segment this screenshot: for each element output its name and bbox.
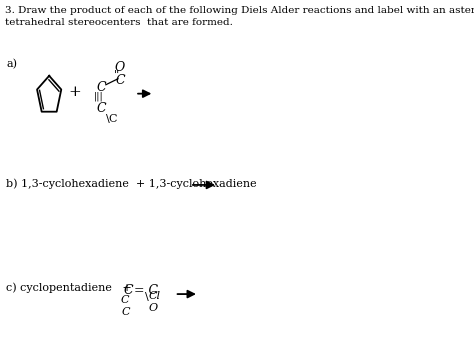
Text: tetrahedral stereocenters  that are formed.: tetrahedral stereocenters that are forme… [5, 18, 232, 27]
Text: C: C [116, 74, 125, 87]
Text: ": " [114, 70, 119, 80]
Text: C: C [122, 307, 130, 317]
Text: 3. Draw the product of each of the following Diels Alder reactions and label wit: 3. Draw the product of each of the follo… [5, 6, 474, 15]
Text: +: + [68, 85, 81, 99]
Text: C: C [97, 102, 106, 115]
Text: a): a) [7, 59, 18, 69]
Text: C: C [97, 81, 106, 94]
Text: O: O [114, 61, 124, 74]
Text: $\backslash$C: $\backslash$C [105, 112, 118, 125]
Text: c) cyclopentadiene   +: c) cyclopentadiene + [7, 282, 132, 293]
Text: |||: ||| [94, 92, 104, 101]
Text: O: O [148, 303, 157, 313]
Text: b) 1,3-cyclohexadiene  + 1,3-cyclohexadiene: b) 1,3-cyclohexadiene + 1,3-cyclohexadie… [7, 178, 257, 189]
Text: = C: = C [134, 284, 158, 297]
Text: C: C [120, 295, 128, 305]
Text: C: C [124, 284, 134, 297]
Text: $\backslash$: $\backslash$ [144, 290, 150, 303]
Text: Cl: Cl [148, 291, 161, 301]
